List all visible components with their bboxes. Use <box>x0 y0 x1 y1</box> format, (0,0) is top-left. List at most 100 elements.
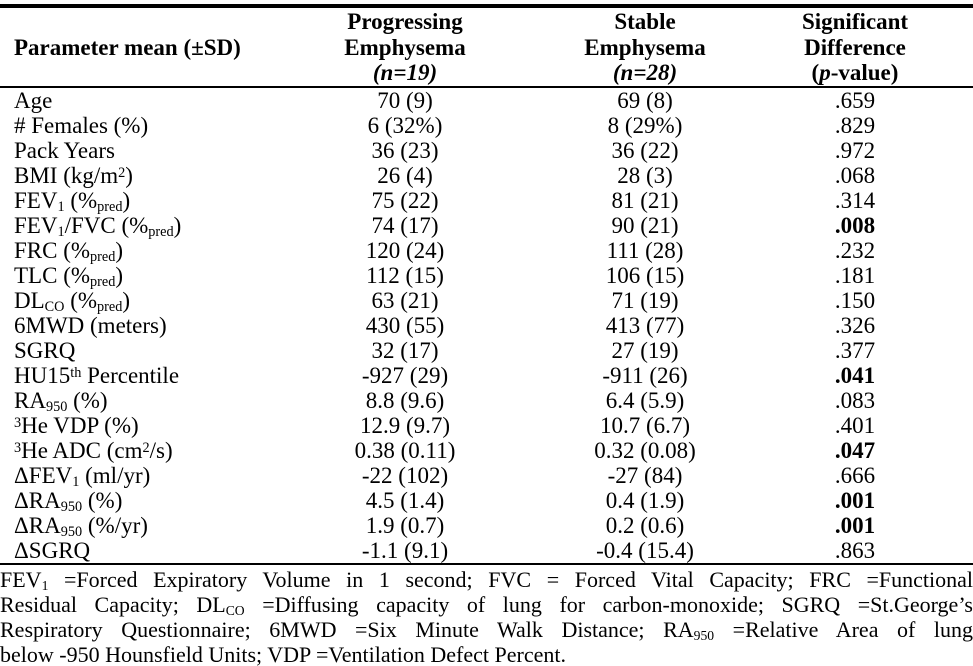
row-stable-value: 36 (22) <box>611 137 679 163</box>
row-progressing-value: 120 (24) <box>365 237 445 263</box>
row-progressing-value: 1.9 (0.7) <box>365 512 445 538</box>
row-stable-value: 27 (19) <box>611 337 679 363</box>
row-stable-value: 90 (21) <box>611 212 679 238</box>
row-p-value: .047 <box>834 437 876 463</box>
row-p-value: .829 <box>834 112 876 138</box>
header-pvalue-line1: Significant <box>801 9 909 34</box>
row-p-value: .001 <box>834 512 876 538</box>
row-progressing-value: -1.1 (9.1) <box>361 537 449 563</box>
row-parameter: HU15th Percentile <box>14 362 180 388</box>
table-row: SGRQ 32 (17) 27 (19) .377 <box>0 338 973 363</box>
row-stable-value: 106 (15) <box>605 262 685 288</box>
row-parameter: RA950 (%) <box>14 387 108 415</box>
row-parameter: Pack Years <box>14 137 115 163</box>
row-p-value: .181 <box>834 262 876 288</box>
header-stable-column: Stable Emphysema (n=28) <box>553 9 737 86</box>
row-parameter: 3He ADC (cm2/s) <box>14 437 173 463</box>
row-stable-value: 10.7 (6.7) <box>599 412 691 438</box>
table-row: BMI (kg/m2) 26 (4) 28 (3) .068 <box>0 163 973 188</box>
header-pvalue-line2: Difference <box>804 34 906 60</box>
row-progressing-value: 63 (21) <box>371 287 439 313</box>
row-progressing-value: 6 (32%) <box>367 112 443 138</box>
header-pvalue-line3: (p-value) <box>811 60 899 85</box>
row-progressing-value: 112 (15) <box>366 262 444 288</box>
row-p-value: .041 <box>834 362 876 388</box>
row-progressing-value: 74 (17) <box>371 212 439 238</box>
row-parameter: 3He VDP (%) <box>14 412 139 438</box>
table-row: 3He ADC (cm2/s) 0.38 (0.11) 0.32 (0.08) … <box>0 438 973 463</box>
row-p-value: .083 <box>834 387 876 413</box>
table-row: FEV1/FVC (%pred) 74 (17) 90 (21) .008 <box>0 212 973 239</box>
row-progressing-value: 26 (4) <box>377 162 433 188</box>
header-pvalue-column: Significant Difference (p-value) <box>737 9 973 86</box>
row-p-value: .326 <box>834 312 876 338</box>
row-progressing-value: 8.8 (9.6) <box>365 387 445 413</box>
table-body: Age 70 (9) 69 (8) .659 # Females (%) 6 (… <box>0 88 973 565</box>
table-row: ΔRA950 (%/yr) 1.9 (0.7) 0.2 (0.6) .001 <box>0 512 973 540</box>
row-p-value: .401 <box>834 412 876 438</box>
table-row: ΔSGRQ -1.1 (9.1) -0.4 (15.4) .863 <box>0 538 973 563</box>
row-parameter: 6MWD (meters) <box>14 312 167 338</box>
row-p-value: .659 <box>834 87 876 113</box>
row-parameter: ΔRA950 (%) <box>14 487 123 515</box>
header-progressing-line2: Emphysema <box>344 34 466 60</box>
row-stable-value: 69 (8) <box>617 87 673 113</box>
header-stable-line2: Emphysema <box>584 34 706 60</box>
row-stable-value: 0.4 (1.9) <box>605 487 685 513</box>
row-p-value: .863 <box>834 537 876 563</box>
table-header-row: Parameter mean (±SD) Progressing Emphyse… <box>0 8 973 88</box>
table-row: HU15th Percentile -927 (29) -911 (26) .0… <box>0 363 973 388</box>
row-stable-value: 81 (21) <box>611 187 679 213</box>
row-p-value: .314 <box>834 187 876 213</box>
row-p-value: .666 <box>834 462 876 488</box>
row-progressing-value: 4.5 (1.4) <box>365 487 445 513</box>
table-row: RA950 (%) 8.8 (9.6) 6.4 (5.9) .083 <box>0 387 973 415</box>
row-parameter: # Females (%) <box>14 112 149 138</box>
row-progressing-value: 70 (9) <box>377 87 433 113</box>
table-row: ΔFEV1 (ml/yr) -22 (102) -27 (84) .666 <box>0 462 973 490</box>
row-p-value: .068 <box>834 162 876 188</box>
row-p-value: .001 <box>834 487 876 513</box>
row-p-value: .972 <box>834 137 876 163</box>
row-parameter: DLCO (%pred) <box>14 287 131 315</box>
row-parameter: ΔRA950 (%/yr) <box>14 512 148 540</box>
row-progressing-value: 0.38 (0.11) <box>354 437 456 463</box>
header-parameter-label: Parameter mean (±SD) <box>14 34 241 60</box>
row-parameter: FEV1 (%pred) <box>14 187 131 215</box>
table-row: FEV1 (%pred) 75 (22) 81 (21) .314 <box>0 187 973 215</box>
header-progressing-line1: Progressing <box>347 9 463 34</box>
abbreviation-footnote: FEV1 =Forced Expiratory Volume in 1 seco… <box>0 565 973 666</box>
row-p-value: .232 <box>834 237 876 263</box>
table-row: 3He VDP (%) 12.9 (9.7) 10.7 (6.7) .401 <box>0 413 973 438</box>
row-stable-value: 8 (29%) <box>607 112 683 138</box>
row-parameter: SGRQ <box>14 337 76 363</box>
header-progressing-n: (n=19) <box>372 60 438 85</box>
row-stable-value: 71 (19) <box>611 287 679 313</box>
row-stable-value: 28 (3) <box>617 162 673 188</box>
footnote-line: Respiratory Questionnaire; 6MWD =Six Min… <box>0 616 973 643</box>
row-progressing-value: 12.9 (9.7) <box>359 412 451 438</box>
footnote-line: Residual Capacity; DLCO =Diffusing capac… <box>0 591 973 618</box>
header-stable-n: (n=28) <box>612 60 678 85</box>
row-progressing-value: 32 (17) <box>371 337 439 363</box>
row-p-value: .150 <box>834 287 876 313</box>
row-progressing-value: 75 (22) <box>371 187 439 213</box>
table-row: 6MWD (meters) 430 (55) 413 (77) .326 <box>0 313 973 338</box>
row-stable-value: 0.32 (0.08) <box>594 437 696 463</box>
row-progressing-value: -927 (29) <box>361 362 449 388</box>
row-parameter: ΔSGRQ <box>14 537 91 563</box>
row-progressing-value: 36 (23) <box>371 137 439 163</box>
row-parameter: ΔFEV1 (ml/yr) <box>14 462 151 490</box>
footnote-line: FEV1 =Forced Expiratory Volume in 1 seco… <box>0 566 973 593</box>
table-row: TLC (%pred) 112 (15) 106 (15) .181 <box>0 262 973 289</box>
header-stable-line1: Stable <box>614 9 676 34</box>
row-stable-value: -911 (26) <box>602 362 688 388</box>
row-stable-value: -27 (84) <box>607 462 683 488</box>
table-row: DLCO (%pred) 63 (21) 71 (19) .150 <box>0 287 973 315</box>
row-stable-value: -0.4 (15.4) <box>596 537 694 563</box>
row-parameter: BMI (kg/m2) <box>14 162 133 188</box>
row-stable-value: 0.2 (0.6) <box>605 512 685 538</box>
row-p-value: .008 <box>834 212 876 238</box>
table-row: Age 70 (9) 69 (8) .659 <box>0 88 973 113</box>
